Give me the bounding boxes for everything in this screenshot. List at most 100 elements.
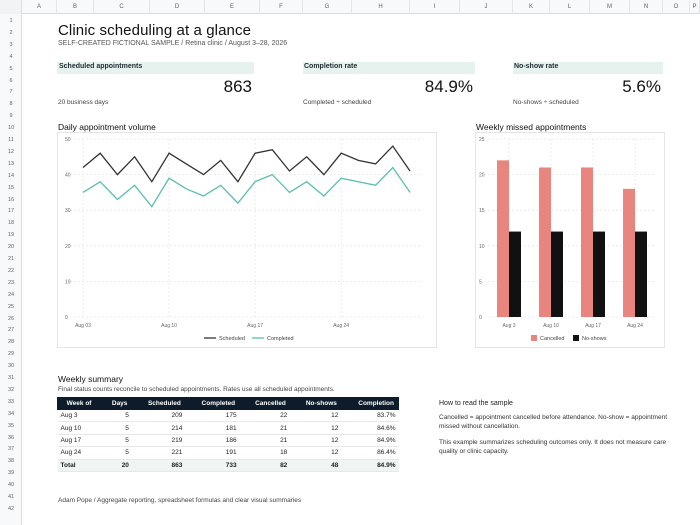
- table-row[interactable]: Aug 17 5 219 186 21 12 84.9%: [57, 434, 399, 448]
- cell[interactable]: 5: [100, 409, 132, 423]
- row-header-28[interactable]: 28: [7, 339, 15, 346]
- row-header-14[interactable]: 14: [7, 172, 15, 179]
- row-header-11[interactable]: 11: [8, 137, 14, 143]
- row-header-40[interactable]: 40: [7, 482, 15, 489]
- row-header-41[interactable]: 41: [7, 494, 15, 500]
- cell[interactable]: 186: [185, 434, 240, 448]
- row-header-3[interactable]: 3: [9, 41, 13, 48]
- row-header-19[interactable]: 19: [7, 232, 15, 239]
- row-header-1[interactable]: 1: [9, 18, 13, 24]
- row-header-39[interactable]: 39: [7, 470, 15, 477]
- row-header-6[interactable]: 6: [9, 77, 13, 84]
- column-header-n[interactable]: N: [630, 0, 663, 14]
- cell[interactable]: 12: [290, 446, 342, 460]
- row-header-7[interactable]: 7: [9, 89, 13, 96]
- column-header-c[interactable]: C: [94, 0, 150, 14]
- row-header-33[interactable]: 33: [7, 398, 15, 405]
- cell[interactable]: 22: [239, 409, 291, 423]
- column-header-d[interactable]: D: [150, 0, 205, 14]
- cell[interactable]: 84.9%: [341, 458, 399, 472]
- row-header-5[interactable]: 5: [9, 65, 13, 72]
- cell[interactable]: 82: [239, 458, 291, 472]
- row-header-38[interactable]: 38: [7, 458, 15, 465]
- row-header-12[interactable]: 12: [7, 148, 15, 155]
- column-header-p[interactable]: P: [690, 0, 700, 14]
- cell[interactable]: 12: [290, 409, 342, 423]
- column-header-k[interactable]: K: [513, 0, 550, 14]
- row-header-32[interactable]: 32: [7, 386, 15, 393]
- cell[interactable]: 48: [290, 458, 342, 472]
- cell[interactable]: Aug 3: [57, 409, 101, 423]
- table-row[interactable]: Aug 24 5 221 191 18 12 86.4%: [57, 446, 399, 460]
- row-header-27[interactable]: 27: [7, 327, 15, 334]
- column-header-g[interactable]: G: [303, 0, 352, 14]
- row-header-17[interactable]: 17: [7, 208, 15, 215]
- cell[interactable]: 863: [131, 458, 186, 472]
- cell[interactable]: 181: [185, 421, 240, 435]
- row-header-15[interactable]: 15: [7, 184, 15, 191]
- row-header-29[interactable]: 29: [7, 351, 15, 358]
- cell[interactable]: 84.6%: [341, 421, 399, 435]
- col-scheduled[interactable]: Scheduled: [131, 397, 186, 410]
- table-row[interactable]: Aug 3 5 209 175 22 12 83.7%: [57, 409, 399, 423]
- row-header-36[interactable]: 36: [7, 434, 15, 441]
- row-header-13[interactable]: 13: [7, 160, 15, 167]
- cell[interactable]: 84.9%: [341, 434, 399, 448]
- column-header-h[interactable]: H: [352, 0, 410, 14]
- col-completed[interactable]: Completed: [184, 397, 241, 410]
- row-header-21[interactable]: 21: [7, 256, 15, 262]
- col-week-of[interactable]: Week of: [56, 397, 102, 410]
- row-header-35[interactable]: 35: [7, 422, 15, 429]
- row-header-30[interactable]: 30: [7, 363, 15, 370]
- cell[interactable]: Total: [57, 458, 101, 472]
- row-header-25[interactable]: 25: [7, 303, 15, 310]
- cell[interactable]: 12: [290, 434, 342, 448]
- row-header-42[interactable]: 42: [7, 505, 15, 512]
- cell[interactable]: 733: [185, 458, 240, 472]
- cell[interactable]: 21: [239, 434, 291, 448]
- row-header-24[interactable]: 24: [7, 291, 15, 298]
- row-header-20[interactable]: 20: [7, 244, 15, 251]
- column-header-m[interactable]: M: [590, 0, 630, 14]
- cell[interactable]: 12: [290, 421, 342, 435]
- col-days[interactable]: Days: [100, 397, 133, 410]
- row-header-10[interactable]: 10: [7, 125, 15, 132]
- cell[interactable]: 86.4%: [341, 446, 399, 460]
- table-row[interactable]: Aug 10 5 214 181 21 12 84.6%: [57, 421, 399, 435]
- weekly-missed-chart[interactable]: 0 5 10 15 20 25 Aug 3 Aug 10 Aug 17 Aug 24 Cancell…: [475, 132, 665, 348]
- table-total-row[interactable]: Total 20 863 733 82 48 84.9%: [57, 458, 399, 472]
- cell[interactable]: Aug 17: [57, 434, 101, 448]
- column-header-j[interactable]: J: [460, 0, 513, 14]
- cell[interactable]: Aug 10: [57, 421, 101, 435]
- cell[interactable]: 83.7%: [341, 409, 399, 423]
- row-header-31[interactable]: 31: [7, 375, 15, 381]
- column-header-o[interactable]: O: [663, 0, 690, 14]
- col-no-shows[interactable]: No-shows: [289, 397, 342, 410]
- column-header-i[interactable]: I: [410, 0, 460, 14]
- cell[interactable]: 21: [239, 421, 291, 435]
- cell[interactable]: 175: [185, 409, 240, 423]
- column-header-b[interactable]: B: [57, 0, 94, 14]
- row-header-37[interactable]: 37: [7, 446, 15, 453]
- cell[interactable]: 219: [131, 434, 186, 448]
- row-header-9[interactable]: 9: [9, 113, 13, 120]
- cell[interactable]: 5: [100, 421, 132, 435]
- row-header-23[interactable]: 23: [7, 279, 15, 286]
- column-header-f[interactable]: F: [260, 0, 303, 14]
- row-header-26[interactable]: 26: [7, 315, 15, 322]
- col-cancelled[interactable]: Cancelled: [239, 397, 291, 410]
- column-header-e[interactable]: E: [205, 0, 260, 14]
- cell[interactable]: 5: [100, 446, 132, 460]
- cell[interactable]: 191: [185, 446, 240, 460]
- row-header-16[interactable]: 16: [7, 196, 15, 203]
- cell[interactable]: Aug 24: [57, 446, 101, 460]
- column-header-a[interactable]: A: [22, 0, 57, 14]
- col-completion[interactable]: Completion: [340, 397, 400, 410]
- cell[interactable]: 209: [131, 409, 186, 423]
- row-header-4[interactable]: 4: [9, 53, 13, 60]
- cell[interactable]: 20: [100, 458, 132, 472]
- daily-volume-chart[interactable]: 0 10 20 30 40 50 Aug 03 Aug 10 Aug 17 Aug 24 Sched…: [57, 132, 437, 348]
- cell[interactable]: 214: [131, 421, 186, 435]
- cell[interactable]: 221: [131, 446, 186, 460]
- row-header-2[interactable]: 2: [9, 29, 13, 36]
